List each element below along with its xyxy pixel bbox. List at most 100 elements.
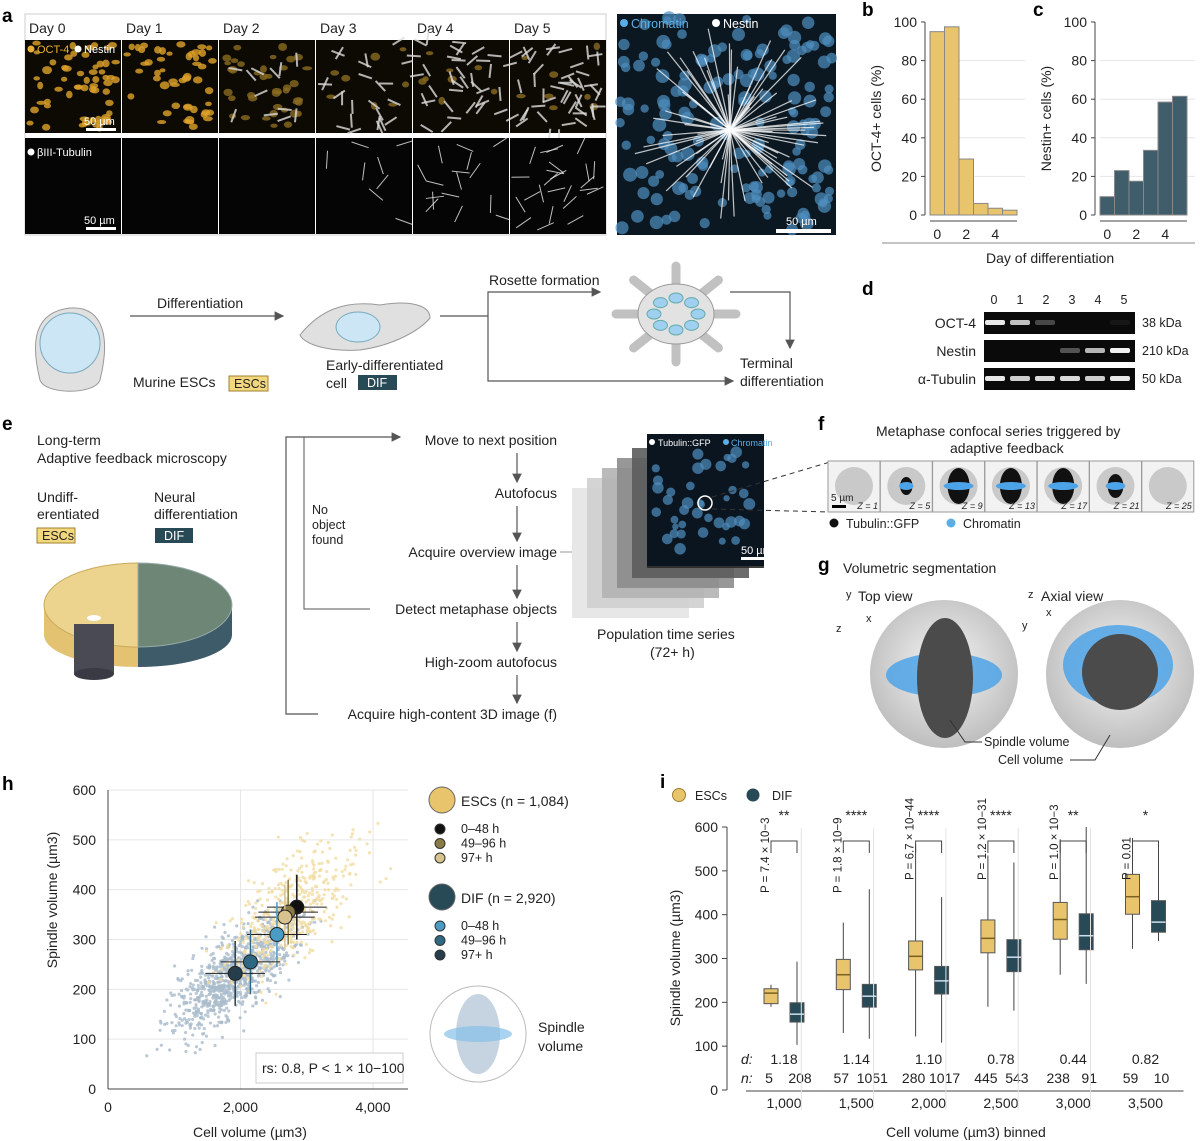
dif-point bbox=[212, 1024, 216, 1028]
detected-object-circle bbox=[697, 495, 713, 511]
dif-point bbox=[250, 987, 254, 991]
n-esc: 280 bbox=[902, 1070, 926, 1086]
esc-point bbox=[312, 871, 316, 875]
annotation-box bbox=[255, 1052, 404, 1084]
dif-point bbox=[237, 950, 241, 954]
axis-y-2: y bbox=[1022, 620, 1028, 632]
nestin-fiber bbox=[375, 120, 384, 134]
flow-step-0: Move to next position bbox=[425, 432, 557, 448]
nucleus bbox=[741, 183, 751, 193]
nucleus bbox=[649, 215, 664, 230]
axis-z: z bbox=[836, 623, 842, 635]
nucleus bbox=[637, 187, 650, 200]
esc-point bbox=[317, 894, 321, 898]
cell bbox=[678, 520, 687, 529]
nucleus bbox=[808, 174, 818, 184]
esc-point bbox=[353, 853, 358, 857]
esc-point bbox=[315, 897, 319, 901]
esc-point bbox=[284, 864, 288, 868]
chromatin-plate bbox=[899, 482, 914, 490]
esc-point bbox=[322, 893, 326, 897]
dif-point bbox=[241, 938, 245, 942]
rosette-icon bbox=[611, 261, 741, 367]
nucleus bbox=[757, 168, 766, 177]
esc-point bbox=[320, 850, 325, 854]
esc-point bbox=[206, 980, 211, 985]
cell bbox=[661, 533, 673, 545]
terminal-label-2: differentiation bbox=[740, 373, 824, 389]
dif-point bbox=[212, 995, 216, 999]
esc-point bbox=[264, 918, 268, 922]
esc-point bbox=[279, 943, 283, 947]
dif-point bbox=[213, 1043, 217, 1048]
dif-point bbox=[224, 974, 229, 978]
neurite bbox=[515, 196, 526, 213]
esc-point bbox=[278, 901, 283, 906]
dif-point bbox=[182, 996, 186, 1000]
legend-chromatin-f: Chromatin bbox=[963, 517, 1021, 531]
nestin-fiber bbox=[357, 60, 372, 69]
dif-point bbox=[196, 995, 201, 999]
neurite bbox=[441, 192, 460, 198]
dif-point bbox=[196, 983, 200, 988]
n-esc: 57 bbox=[834, 1070, 850, 1086]
nucleus bbox=[88, 69, 98, 75]
dif-point bbox=[165, 1021, 169, 1026]
esc-point bbox=[260, 980, 264, 984]
dif-point bbox=[188, 985, 192, 989]
nucleus bbox=[69, 42, 77, 50]
esc-point bbox=[273, 887, 277, 891]
nucleus bbox=[159, 81, 170, 90]
esc-point bbox=[265, 912, 269, 916]
y-tick-label: 100 bbox=[1064, 14, 1088, 30]
blot-strip bbox=[984, 368, 1135, 390]
nestin-fiber bbox=[708, 129, 731, 169]
neurite bbox=[550, 170, 567, 180]
esc-point bbox=[323, 919, 328, 923]
panel-label-b: b bbox=[862, 0, 874, 21]
esc-point bbox=[270, 961, 275, 965]
day-of-differentiation-label: Day of differentiation bbox=[986, 250, 1114, 266]
nestin-fiber bbox=[378, 117, 387, 132]
esc-point bbox=[306, 894, 310, 898]
nestin-fiber bbox=[643, 129, 731, 148]
chromatin-dot-icon bbox=[723, 439, 729, 445]
dif-point bbox=[225, 957, 229, 961]
nucleus bbox=[776, 189, 786, 198]
y-tick-label: 0 bbox=[909, 207, 917, 223]
top-view-render: y z x Top view bbox=[836, 588, 1018, 748]
esc-point bbox=[228, 919, 232, 923]
panel-label-h: h bbox=[2, 774, 14, 795]
nestin-fiber bbox=[425, 31, 430, 46]
legend-dif: DIF bbox=[772, 789, 793, 803]
dif-point bbox=[171, 1031, 175, 1035]
neural-label-2: differentiation bbox=[154, 506, 238, 522]
nestin-fiber bbox=[488, 63, 493, 79]
esc-point bbox=[291, 926, 296, 930]
dif-point bbox=[239, 951, 244, 955]
esc-point bbox=[333, 874, 338, 878]
dif-point bbox=[194, 1045, 199, 1049]
esc-point bbox=[308, 874, 313, 878]
nestin-fiber bbox=[440, 121, 452, 133]
esc-point bbox=[289, 868, 293, 872]
nucleus bbox=[73, 84, 83, 90]
legend-dot bbox=[434, 949, 446, 961]
nucleus bbox=[621, 140, 631, 150]
n-dif: 1017 bbox=[929, 1070, 960, 1086]
dif-point bbox=[201, 971, 205, 975]
lane-label: 2 bbox=[1043, 293, 1050, 307]
nestin-fiber bbox=[666, 51, 731, 131]
y-tick-label: 60 bbox=[1071, 91, 1087, 107]
n-esc: 238 bbox=[1047, 1070, 1071, 1086]
blot-band bbox=[1085, 376, 1105, 381]
esc-point bbox=[296, 883, 301, 887]
nestin-fiber bbox=[475, 101, 486, 115]
n-esc: 5 bbox=[765, 1070, 773, 1086]
nestin-fiber bbox=[509, 50, 523, 59]
cell bbox=[652, 482, 664, 494]
esc-point bbox=[264, 964, 268, 968]
nestin-fiber bbox=[567, 101, 577, 114]
y-tick-label: 400 bbox=[73, 882, 97, 898]
nucleus bbox=[270, 123, 278, 128]
